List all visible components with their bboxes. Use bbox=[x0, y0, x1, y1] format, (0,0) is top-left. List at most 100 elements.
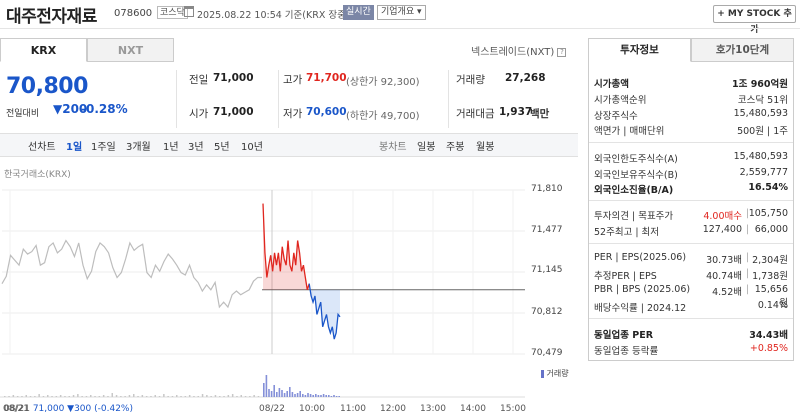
volume-bar bbox=[302, 394, 304, 397]
line-chart-label: 선차트 bbox=[28, 142, 56, 153]
eps-value: 2,304원 bbox=[752, 255, 788, 266]
x-tick-label: 15:00 bbox=[500, 404, 526, 414]
pbr-bps-label: PBR | BPS (2025.06) bbox=[594, 284, 691, 295]
volume-bar bbox=[236, 396, 238, 397]
volume-bar bbox=[201, 394, 204, 397]
chart-footer: 08/21 71,000 ▼300 (-0.42%) bbox=[4, 404, 133, 414]
company-overview-select[interactable]: 기업개요 ▾ bbox=[377, 5, 426, 20]
volume-bar bbox=[124, 396, 126, 397]
volume-bar bbox=[133, 394, 135, 397]
volume-bar bbox=[299, 391, 301, 397]
foreign-ratio-value: 16.54% bbox=[748, 182, 788, 193]
face-value-label: 액면가 | 매매단위 bbox=[594, 126, 665, 137]
market-badge: 코스닥 bbox=[157, 6, 188, 19]
help-icon[interactable]: ? bbox=[557, 47, 567, 57]
separator: | bbox=[746, 284, 750, 295]
dividend-label: 배당수익률 | 2024.12 bbox=[594, 303, 687, 314]
add-mystock-button[interactable]: + MY STOCK 추가 bbox=[713, 5, 796, 35]
volume-bar bbox=[12, 395, 15, 397]
per-eps-label: PER | EPS(2025.06) bbox=[594, 252, 687, 263]
volume-bar bbox=[193, 396, 195, 397]
foreign-ratio-label: 외국인소진율(B/A) bbox=[594, 185, 674, 196]
series-line-join bbox=[308, 283, 312, 297]
volume-bar bbox=[77, 394, 79, 397]
amount-unit: 백만 bbox=[530, 108, 550, 120]
volume-bar bbox=[270, 391, 273, 397]
volume-bar bbox=[291, 392, 294, 397]
foreign-holding-value: 2,559,777 bbox=[739, 167, 788, 178]
footer-date: 08/21 bbox=[4, 404, 30, 414]
volume-bar bbox=[180, 396, 182, 397]
series-area bbox=[263, 203, 310, 290]
lower-limit: (하한가 49,700) bbox=[346, 111, 420, 122]
page-header: 대주전자재료 078600 코스닥 2025.08.22 10:54 기준(KR… bbox=[0, 0, 800, 35]
period-1y[interactable]: 1년 bbox=[163, 142, 179, 153]
amount-label: 거래대금 bbox=[456, 108, 495, 120]
est-eps-value: 1,738원 bbox=[752, 271, 788, 282]
volume-bar bbox=[333, 395, 335, 397]
x-tick-label: 12:00 bbox=[380, 404, 406, 414]
candle-monthly[interactable]: 월봉 bbox=[476, 142, 495, 153]
upper-limit: (상한가 92,300) bbox=[346, 77, 420, 88]
tab-krx[interactable]: KRX bbox=[0, 38, 87, 62]
listed-shares-value: 15,480,593 bbox=[733, 108, 788, 119]
volume-bar bbox=[115, 395, 118, 397]
nxt-status-label: 넥스트레이드(NXT) bbox=[471, 47, 555, 58]
volume-bar bbox=[273, 385, 275, 397]
market-cap-rank-value: 코스닥 51위 bbox=[737, 95, 788, 106]
period-10y[interactable]: 10년 bbox=[241, 142, 263, 153]
volume-bar bbox=[51, 396, 53, 397]
volume-bar bbox=[141, 395, 144, 397]
volume-bar bbox=[8, 396, 10, 397]
volume-bar bbox=[98, 396, 101, 397]
period-3m[interactable]: 3개월 bbox=[126, 142, 151, 153]
volume-bar bbox=[90, 395, 92, 397]
period-5y[interactable]: 5년 bbox=[214, 142, 230, 153]
header-divider bbox=[0, 28, 800, 29]
volume-bar bbox=[276, 392, 278, 397]
realtime-badge[interactable]: 실시간 bbox=[343, 5, 374, 20]
change-value: ▼200 bbox=[53, 102, 88, 116]
divider bbox=[448, 70, 449, 128]
period-1d[interactable]: 1일 bbox=[66, 142, 83, 153]
volume-bar bbox=[176, 395, 178, 397]
volume-bar bbox=[253, 395, 255, 397]
volume-bar bbox=[184, 396, 187, 397]
volume-bar bbox=[102, 395, 105, 397]
volume-bar bbox=[322, 394, 325, 397]
bps-value: 15,656원 bbox=[754, 284, 788, 309]
low-label: 저가 bbox=[283, 108, 303, 120]
volume-bar bbox=[219, 396, 221, 397]
x-tick-label: 11:00 bbox=[340, 404, 366, 414]
volume-bar bbox=[304, 395, 307, 397]
volume-bar bbox=[107, 396, 109, 397]
volume-bar bbox=[223, 396, 225, 397]
candle-weekly[interactable]: 주봉 bbox=[446, 142, 465, 153]
separator: | bbox=[746, 224, 750, 235]
divider bbox=[278, 70, 279, 128]
volume-bar bbox=[206, 395, 208, 397]
y-tick-label: 71,477 bbox=[531, 225, 563, 235]
x-tick-label: 10:00 bbox=[299, 404, 325, 414]
candle-daily[interactable]: 일봉 bbox=[417, 142, 436, 153]
volume-bar bbox=[158, 396, 161, 397]
period-1w[interactable]: 1주일 bbox=[91, 142, 116, 153]
volume-bar bbox=[335, 396, 338, 397]
period-3y[interactable]: 3년 bbox=[188, 142, 204, 153]
volume-bar bbox=[263, 383, 265, 397]
change-percent: -0.28% bbox=[81, 102, 128, 116]
volume-legend-swatch bbox=[541, 369, 544, 378]
prev-close-value: 71,000 bbox=[213, 72, 254, 84]
tab-invest-info[interactable]: 투자정보 bbox=[588, 38, 691, 62]
foreign-holding-label: 외국인보유주식수(B) bbox=[594, 170, 678, 181]
price-chart[interactable]: 08/21 08/22 10:00 11:00 12:00 13:00 14:00 15:00 bbox=[0, 161, 578, 419]
industry-per-label: 동일업종 PER bbox=[594, 330, 654, 341]
volume-bar bbox=[315, 394, 317, 397]
panel-divider bbox=[589, 200, 793, 201]
volume-bar bbox=[320, 395, 322, 397]
volume-bar bbox=[328, 395, 330, 397]
volume-bar bbox=[197, 396, 199, 397]
volume-bar bbox=[312, 395, 314, 397]
tab-nxt[interactable]: NXT bbox=[87, 38, 174, 62]
tab-orderbook[interactable]: 호가10단계 bbox=[691, 38, 794, 62]
